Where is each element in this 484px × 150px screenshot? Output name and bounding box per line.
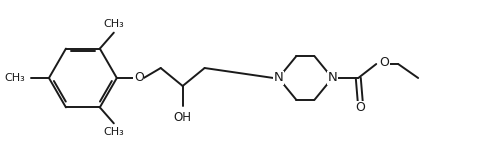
Text: O: O: [378, 56, 388, 69]
Text: CH₃: CH₃: [103, 127, 124, 137]
Text: O: O: [134, 72, 143, 84]
Text: CH₃: CH₃: [4, 73, 25, 83]
Text: N: N: [327, 72, 336, 84]
Text: O: O: [355, 101, 364, 114]
Text: CH₃: CH₃: [103, 19, 124, 29]
Text: OH: OH: [173, 111, 191, 124]
Text: N: N: [273, 72, 283, 84]
